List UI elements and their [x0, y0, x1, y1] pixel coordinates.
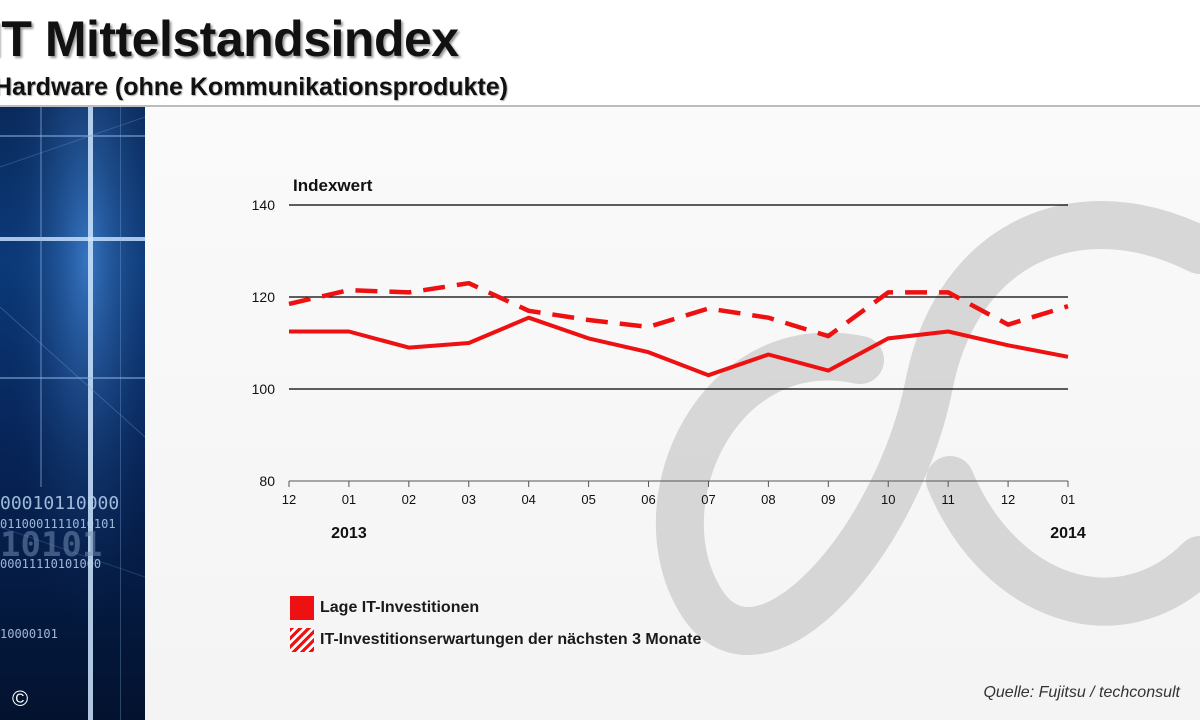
x-tick-label: 10	[881, 492, 895, 507]
binary-line-2: 0110001111010101	[0, 517, 116, 531]
binary-line-3: 10101	[0, 525, 103, 565]
y-tick-label: 140	[252, 197, 276, 213]
year-label: 2014	[1050, 525, 1086, 542]
gridlines	[289, 204, 1068, 390]
y-tick-label: 80	[259, 473, 275, 489]
year-label: 2013	[331, 525, 367, 542]
legend-label-dashed: IT-Investitionserwartungen der nächsten …	[320, 631, 702, 648]
x-tick-label: 06	[641, 492, 655, 507]
legend-swatch-hatched	[290, 628, 314, 652]
x-tick-label: 08	[761, 492, 775, 507]
x-tick-label: 01	[1061, 492, 1075, 507]
circuit-graphic	[0, 107, 145, 720]
x-tick-label: 11	[941, 492, 955, 507]
x-tick-label: 05	[581, 492, 595, 507]
header-divider	[0, 105, 1200, 107]
y-axis-title: Indexwert	[293, 176, 373, 195]
binary-line-5: 10000101	[0, 627, 58, 641]
y-tick-label: 120	[252, 289, 276, 305]
axis-labels: Indexwert 80 100 120 140 12 01 02 03 04 05 06 07 08 09…	[252, 176, 1086, 542]
line-chart: Indexwert 80 100 120 140 12 01 02 03 04 05 06 07 08 09…	[252, 176, 1200, 655]
page-subtitle: Hardware (ohne Kommunikationsprodukte)	[0, 73, 508, 101]
series-line-solid	[289, 315, 1069, 378]
legend-label-solid: Lage IT-Investitionen	[320, 599, 480, 616]
axes	[288, 480, 1069, 487]
x-tick-label: 02	[402, 492, 416, 507]
x-tick-label: 09	[821, 492, 835, 507]
binary-line-1: 00010110000	[0, 493, 120, 514]
series-lines	[288, 280, 1069, 378]
binary-line-4: 00011110101000	[0, 557, 102, 571]
page-title: IT Mittelstandsindex	[0, 11, 459, 67]
x-tick-label: 03	[462, 492, 476, 507]
watermark-logo	[655, 201, 1200, 655]
y-tick-label: 100	[252, 381, 276, 397]
x-tick-label: 07	[701, 492, 715, 507]
source-note: Quelle: Fujitsu / techconsult	[983, 684, 1180, 701]
x-tick-label: 01	[342, 492, 356, 507]
legend-swatch-solid	[290, 596, 314, 620]
chart-area: Indexwert 80 100 120 140 12 01 02 03 04 05 06 07 08 09…	[145, 107, 1200, 720]
x-tick-label: 12	[1001, 492, 1015, 507]
copyright-symbol: ©	[12, 686, 29, 711]
x-tick-label: 12	[282, 492, 296, 507]
side-decoration-panel: 00010110000 0110001111010101 10101 00011…	[0, 107, 145, 720]
header: IT Mittelstandsindex Hardware (ohne Komm…	[0, 0, 1200, 107]
x-tick-label: 04	[521, 492, 535, 507]
